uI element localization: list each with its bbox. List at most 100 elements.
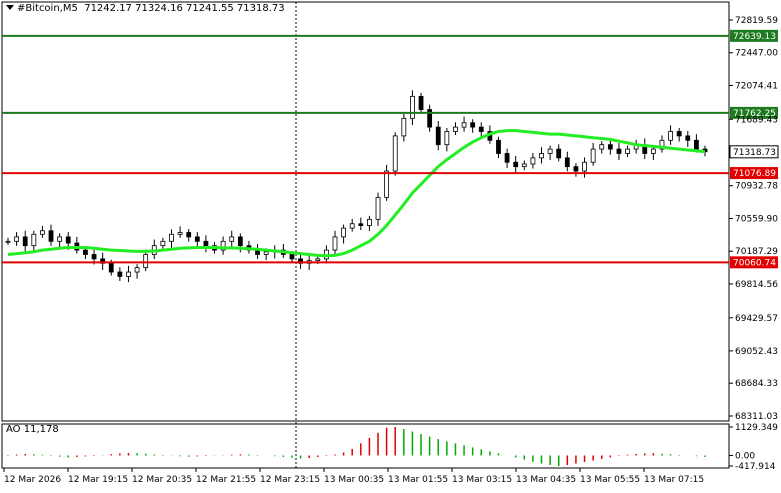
candle-body	[203, 240, 209, 247]
candle-body	[22, 236, 28, 247]
candle-body	[410, 95, 415, 119]
dropdown-triangle-icon[interactable]	[6, 5, 14, 10]
candle-body	[349, 223, 355, 229]
candle-body	[676, 131, 682, 137]
candle-body	[83, 249, 88, 255]
time-tick-label: 13 Mar 00:35	[324, 475, 384, 485]
candle-body	[650, 148, 656, 154]
candle-body	[453, 126, 458, 132]
candle-body	[478, 126, 484, 132]
candle-body	[160, 240, 166, 247]
price-level-label: 72639.13	[733, 32, 776, 42]
candle-body	[194, 236, 200, 242]
candle-body	[659, 139, 665, 150]
candle-body	[134, 267, 140, 273]
candle-body	[521, 163, 527, 168]
candle-body	[332, 236, 338, 251]
candle-body	[108, 262, 114, 273]
price-level-label: 71076.89	[733, 169, 776, 179]
price-tick-label: 68311.03	[735, 412, 778, 422]
candle-body	[177, 232, 183, 235]
price-level-label: 71762.25	[733, 109, 776, 119]
candle-body	[418, 95, 424, 110]
candle-body	[582, 161, 587, 172]
candle-body	[65, 236, 71, 244]
price-tick-label: 72819.59	[735, 16, 778, 26]
candle-body	[539, 153, 544, 159]
candle-body	[530, 157, 536, 165]
high-value: 71324.16	[135, 3, 183, 14]
price-level-tag	[730, 106, 778, 119]
candle-body	[496, 139, 501, 154]
price-level-tag	[730, 256, 778, 269]
chart-header: #Bitcoin,M5 71242.17 71324.16 71241.55 7…	[6, 3, 285, 14]
candle-body	[91, 254, 97, 260]
candle-body	[186, 232, 192, 238]
candle-body	[444, 131, 450, 146]
candle-body	[384, 170, 390, 198]
candle-body	[392, 135, 398, 172]
open-value: 71242.17	[84, 3, 132, 14]
candle-body	[556, 148, 562, 159]
candle-body	[685, 135, 691, 141]
price-tick-label: 71689.43	[735, 115, 778, 125]
candle-body	[599, 144, 605, 150]
time-tick-label: 12 Mar 23:15	[260, 475, 320, 485]
candle-body	[573, 166, 579, 172]
candle-body	[513, 161, 519, 168]
price-level-label: 70060.74	[733, 258, 776, 268]
low-value: 71241.55	[186, 3, 234, 14]
price-tick-label: 70559.90	[735, 214, 778, 224]
time-tick-label: 13 Mar 03:15	[452, 475, 512, 485]
candle-body	[435, 126, 441, 146]
price-level-tag	[730, 29, 778, 42]
candle-body	[143, 254, 149, 269]
price-tick-label: 70187.29	[735, 247, 778, 257]
price-tick-label: 70932.78	[735, 182, 778, 192]
candle-body	[607, 144, 613, 150]
candle-body	[40, 230, 45, 235]
symbol-label: #Bitcoin,M5	[17, 3, 78, 14]
candle-body	[31, 233, 37, 247]
candle-body	[117, 271, 123, 277]
candle-body	[48, 230, 54, 242]
candle-body	[358, 223, 364, 226]
indicator-tick-label: 1129.349	[735, 423, 778, 433]
moving-average-line	[7, 129, 706, 258]
candle-body	[427, 109, 433, 128]
time-tick-label: 12 Mar 21:55	[196, 475, 256, 485]
candle-body	[461, 122, 467, 128]
candle-body	[229, 236, 235, 242]
price-tick-label: 69429.57	[735, 314, 778, 324]
close-value: 71318.73	[236, 3, 285, 14]
price-tick-label: 72447.00	[735, 49, 778, 59]
time-tick-label: 13 Mar 05:55	[580, 475, 640, 485]
candle-body	[5, 240, 11, 243]
time-tick-label: 12 Mar 20:35	[132, 475, 192, 485]
price-tick-label: 72074.41	[735, 81, 778, 91]
candle-body	[564, 157, 570, 168]
candle-body	[590, 148, 596, 163]
time-tick-label: 13 Mar 07:15	[644, 475, 704, 485]
candle-body	[616, 148, 622, 154]
candle-body	[57, 236, 63, 242]
indicator-tick-label: -417.914	[735, 462, 776, 472]
main-chart-frame[interactable]	[1, 1, 730, 422]
candle-body	[289, 254, 295, 260]
candle-body	[401, 117, 407, 137]
candle-body	[263, 251, 269, 255]
price-level-tag	[730, 167, 778, 180]
candle-body	[547, 148, 553, 154]
candle-body	[341, 227, 346, 238]
candle-body	[14, 236, 20, 242]
candle-body	[375, 196, 381, 220]
candle-body	[625, 148, 630, 154]
indicator-frame[interactable]	[1, 423, 730, 469]
candle-body	[315, 258, 321, 262]
price-tick-label: 69814.56	[735, 280, 778, 290]
candle-body	[668, 131, 673, 141]
indicator-tick-label: 0.00	[735, 451, 755, 461]
time-tick-label: 12 Mar 19:15	[68, 475, 128, 485]
